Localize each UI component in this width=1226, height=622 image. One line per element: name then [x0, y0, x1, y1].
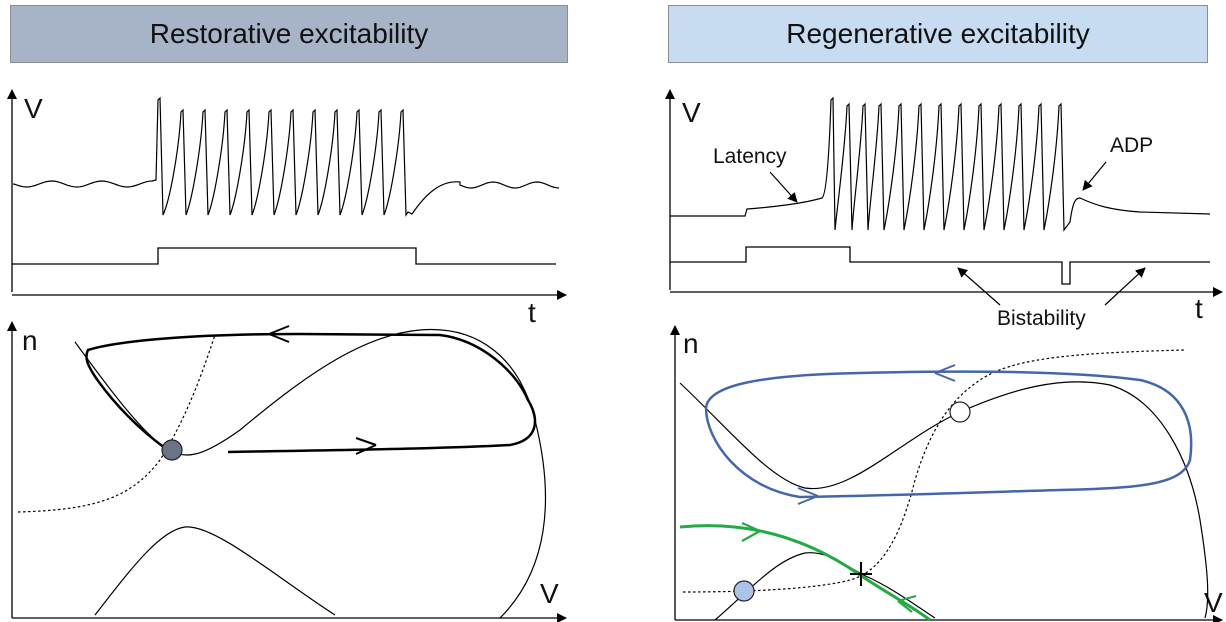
- left-stable-point: [161, 439, 183, 461]
- left-voltage-trace: [13, 96, 560, 217]
- left-trajectory: [85, 332, 537, 454]
- right-saddle-point: [850, 562, 872, 586]
- latency-label: Latency: [713, 145, 787, 168]
- left-phase-y-label: n: [22, 325, 38, 356]
- right-current-step: [670, 246, 1210, 285]
- adp-label: ADP: [1110, 134, 1153, 157]
- right-phase-y-label: n: [683, 328, 699, 359]
- right-panel-title: Regenerative excitability: [668, 5, 1208, 63]
- right-cycle-arrow-right: [797, 487, 819, 505]
- adp-arrow: [1082, 161, 1107, 191]
- right-unstable-point: [949, 401, 971, 423]
- right-stable-point: [733, 580, 755, 602]
- right-cycle-arrow-left: [934, 364, 956, 382]
- left-current-step: [12, 247, 556, 265]
- left-phase-plane: n V: [6, 321, 567, 622]
- left-panel-title: Restorative excitability: [10, 5, 568, 63]
- right-separatrix-arrow-bottom: [897, 594, 917, 613]
- left-n-nullcline: [17, 334, 216, 513]
- latency-arrow: [769, 171, 798, 203]
- bistability-label: Bistability: [997, 307, 1086, 330]
- right-n-nullcline: [682, 349, 1186, 593]
- bistability-arrow-right: [1104, 267, 1146, 306]
- left-traj-arrow-right: [355, 437, 377, 455]
- left-v-nullcline-lower: [94, 526, 336, 616]
- right-phase-x-label: V: [1204, 587, 1223, 618]
- bistability-arrow-left: [957, 267, 1001, 306]
- right-v-nullcline: [679, 381, 1209, 619]
- right-separatrix-arrow-top: [741, 521, 761, 542]
- right-limit-cycle: [704, 370, 1193, 499]
- left-traj-arrow-left: [268, 325, 290, 343]
- right-voltage-trace: [670, 96, 1211, 232]
- left-trace-y-label: V: [24, 93, 43, 124]
- left-trace-plot: V t: [6, 89, 567, 328]
- left-v-nullcline: [74, 328, 547, 619]
- right-trace-plot: V t Latency ADP Bistability: [665, 89, 1223, 330]
- right-separatrix: [679, 524, 931, 622]
- right-phase-plane: n V: [670, 325, 1223, 622]
- right-trace-x-label: t: [1195, 293, 1203, 324]
- left-trace-x-label: t: [528, 297, 536, 328]
- right-trace-y-label: V: [682, 97, 701, 128]
- left-phase-x-label: V: [540, 578, 559, 609]
